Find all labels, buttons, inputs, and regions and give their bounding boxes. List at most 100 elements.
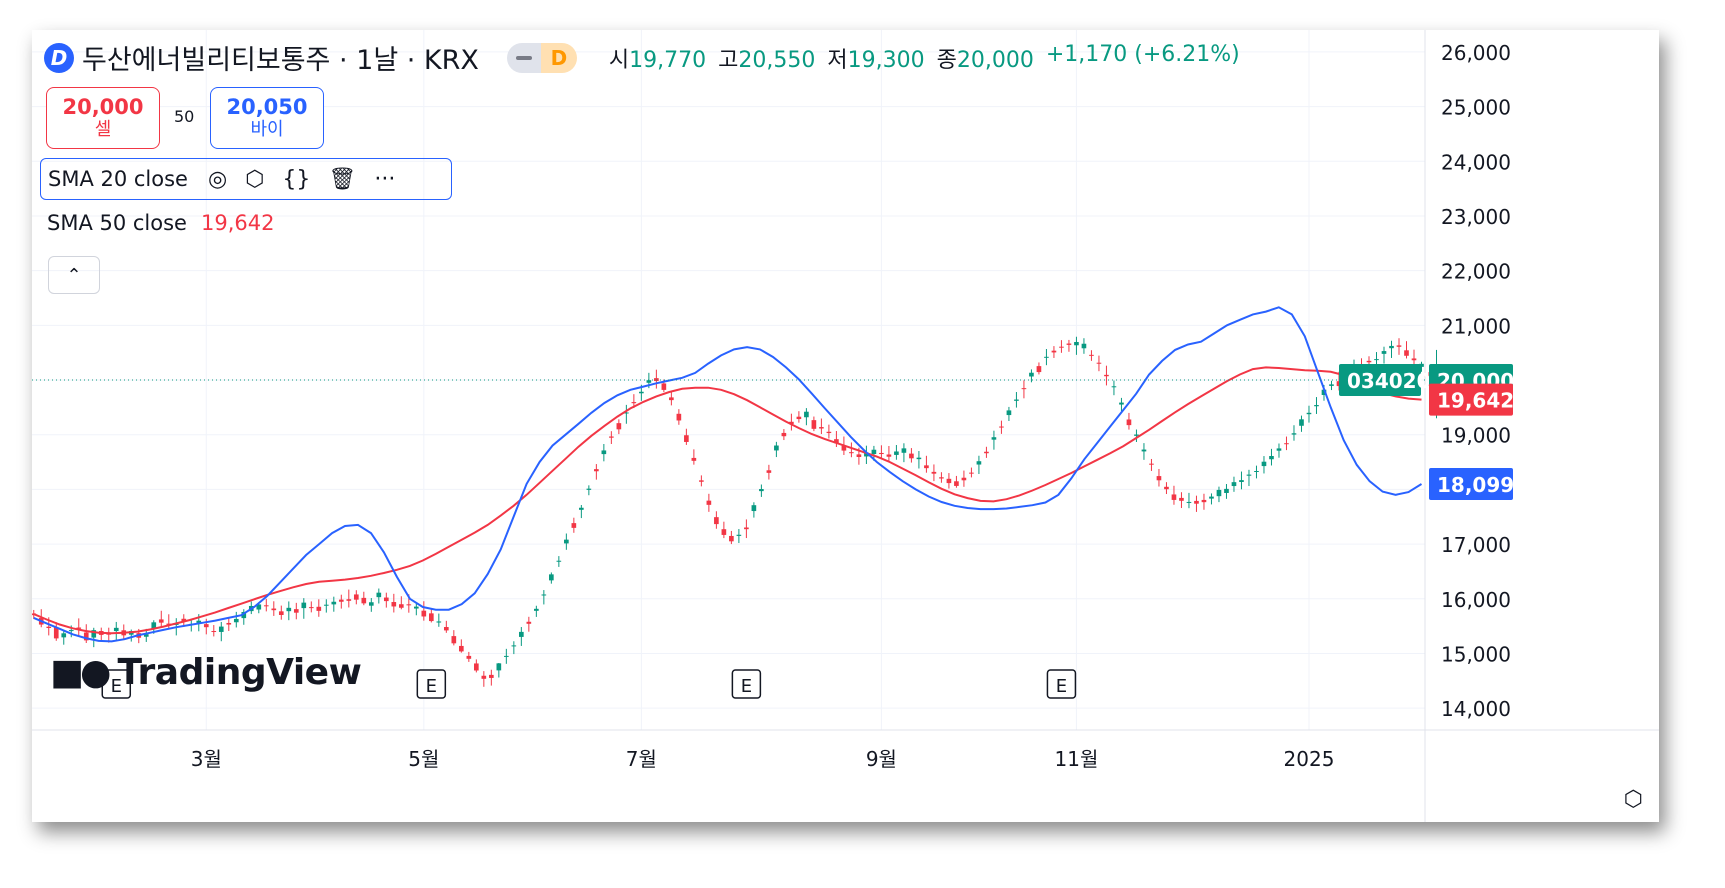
eye-icon[interactable]: ◎ bbox=[207, 166, 228, 192]
candle-body bbox=[391, 602, 397, 607]
candle-body bbox=[744, 527, 749, 530]
sma50-value: 19,642 bbox=[200, 211, 275, 235]
candle-body bbox=[1171, 494, 1177, 500]
candle-body bbox=[571, 523, 577, 528]
y-tick-label: 24,000 bbox=[1441, 150, 1511, 174]
symbol-price-tag-bg bbox=[1339, 364, 1421, 396]
candle-body bbox=[361, 597, 367, 604]
sma20-legend[interactable]: SMA 20 close ◎ ⬡ {} 🗑 ··· bbox=[40, 158, 452, 200]
candle-body bbox=[886, 454, 892, 457]
sma20-price-label-text: 18,099 bbox=[1437, 473, 1514, 497]
candle-body bbox=[1014, 399, 1019, 401]
y-tick-label: 25,000 bbox=[1441, 96, 1511, 120]
trash-icon[interactable]: 🗑 bbox=[328, 166, 357, 192]
earnings-label: E bbox=[111, 676, 122, 697]
candle-body bbox=[789, 421, 794, 425]
more-icon[interactable]: ··· bbox=[374, 166, 396, 192]
candle-body bbox=[436, 621, 442, 623]
sma50-line bbox=[33, 366, 1422, 635]
candle-body bbox=[346, 599, 352, 601]
candle-body bbox=[714, 517, 719, 525]
y-tick-label: 17,000 bbox=[1441, 533, 1511, 557]
candle-body bbox=[293, 609, 299, 613]
buy-button[interactable]: 20,050 바이 bbox=[210, 87, 324, 149]
symbol-price-tag-text: 034020 bbox=[1347, 369, 1431, 393]
candle-body bbox=[421, 610, 427, 617]
candle-body bbox=[579, 507, 584, 510]
candle-body bbox=[1254, 471, 1259, 472]
candle-body bbox=[826, 431, 832, 434]
chevron-up-icon: ⌃ bbox=[66, 264, 82, 286]
candle-body bbox=[901, 448, 907, 453]
candle-body bbox=[61, 633, 67, 638]
candle-body bbox=[646, 380, 652, 383]
candle-body bbox=[721, 529, 727, 535]
candle-body bbox=[669, 397, 674, 401]
candle-body bbox=[841, 445, 847, 451]
delayed-data-badge: D bbox=[540, 42, 577, 73]
candle-body bbox=[76, 627, 82, 629]
earnings-box bbox=[101, 669, 132, 699]
candle-body bbox=[804, 411, 809, 418]
candle-body bbox=[1366, 360, 1372, 363]
candle-body bbox=[1299, 419, 1304, 426]
earnings-marker: E bbox=[416, 669, 447, 699]
candle-body bbox=[549, 574, 554, 581]
candle-body bbox=[759, 489, 764, 492]
buy-label: 바이 bbox=[250, 119, 284, 140]
y-tick-label: 19,000 bbox=[1441, 424, 1511, 448]
candle-body bbox=[984, 451, 989, 454]
candle-body bbox=[736, 534, 742, 536]
symbol-title[interactable]: 두산에너빌리티보통주 · 1날 · KRX bbox=[82, 45, 479, 76]
braces-icon[interactable]: {} bbox=[282, 166, 311, 192]
sma20-price-label-bg bbox=[1429, 467, 1513, 500]
chart-canvas[interactable]: 14,00015,00016,00017,00018,00019,00020,0… bbox=[32, 30, 1659, 822]
candle-body bbox=[1231, 482, 1237, 487]
candle-body bbox=[894, 451, 899, 455]
candle-body bbox=[316, 606, 322, 611]
earnings-marker: E bbox=[1046, 669, 1077, 699]
candle-body bbox=[1306, 412, 1312, 415]
candle-body bbox=[661, 383, 667, 390]
candle-body bbox=[1261, 461, 1267, 467]
candle-body bbox=[151, 622, 157, 629]
candle-body bbox=[173, 623, 179, 625]
candle-body bbox=[691, 457, 697, 461]
candle-body bbox=[1021, 388, 1027, 390]
candle-body bbox=[1006, 410, 1012, 416]
candle-body bbox=[338, 599, 344, 602]
sma20-label: SMA 20 close bbox=[48, 167, 188, 191]
candle-body bbox=[849, 452, 854, 454]
candle-body bbox=[1186, 501, 1192, 503]
sell-button[interactable]: 20,000 셀 bbox=[46, 87, 160, 149]
candle-body bbox=[1066, 343, 1072, 345]
candle-body bbox=[428, 613, 434, 622]
settings-icon[interactable]: ⬡ bbox=[245, 166, 265, 192]
tradingview-watermark[interactable]: ■● TradingView bbox=[50, 652, 362, 693]
sma50-legend[interactable]: SMA 50 close 19,642 bbox=[47, 208, 274, 238]
market-status-pill[interactable]: D bbox=[506, 42, 577, 73]
candle-body bbox=[1104, 374, 1109, 377]
candle-body bbox=[1134, 434, 1139, 436]
candle-body bbox=[1156, 476, 1162, 481]
candle-body bbox=[916, 457, 922, 460]
candle-body bbox=[481, 675, 487, 679]
candle-body bbox=[413, 606, 419, 609]
buy-price: 20,050 bbox=[226, 95, 308, 119]
collapse-legend-button[interactable]: ⌃ bbox=[48, 256, 100, 294]
candle-body bbox=[774, 445, 779, 451]
ohlc-open: 시19,770 bbox=[608, 47, 707, 73]
candle-body bbox=[1059, 346, 1064, 348]
chart-settings-icon[interactable]: ⬡ bbox=[1623, 787, 1643, 812]
candle-body bbox=[871, 449, 877, 455]
x-tick-label: 5월 bbox=[408, 747, 439, 771]
candle-body bbox=[158, 619, 164, 623]
candle-body bbox=[624, 412, 629, 414]
price-change: +1,170 (+6.21%) bbox=[1045, 41, 1240, 67]
symbol-logo[interactable]: D bbox=[44, 42, 74, 73]
earnings-box bbox=[1046, 669, 1077, 699]
candle-body bbox=[271, 608, 277, 611]
order-quantity[interactable]: 50 bbox=[174, 107, 195, 126]
candle-body bbox=[819, 427, 824, 429]
chart-window: 14,00015,00016,00017,00018,00019,00020,0… bbox=[32, 30, 1659, 822]
